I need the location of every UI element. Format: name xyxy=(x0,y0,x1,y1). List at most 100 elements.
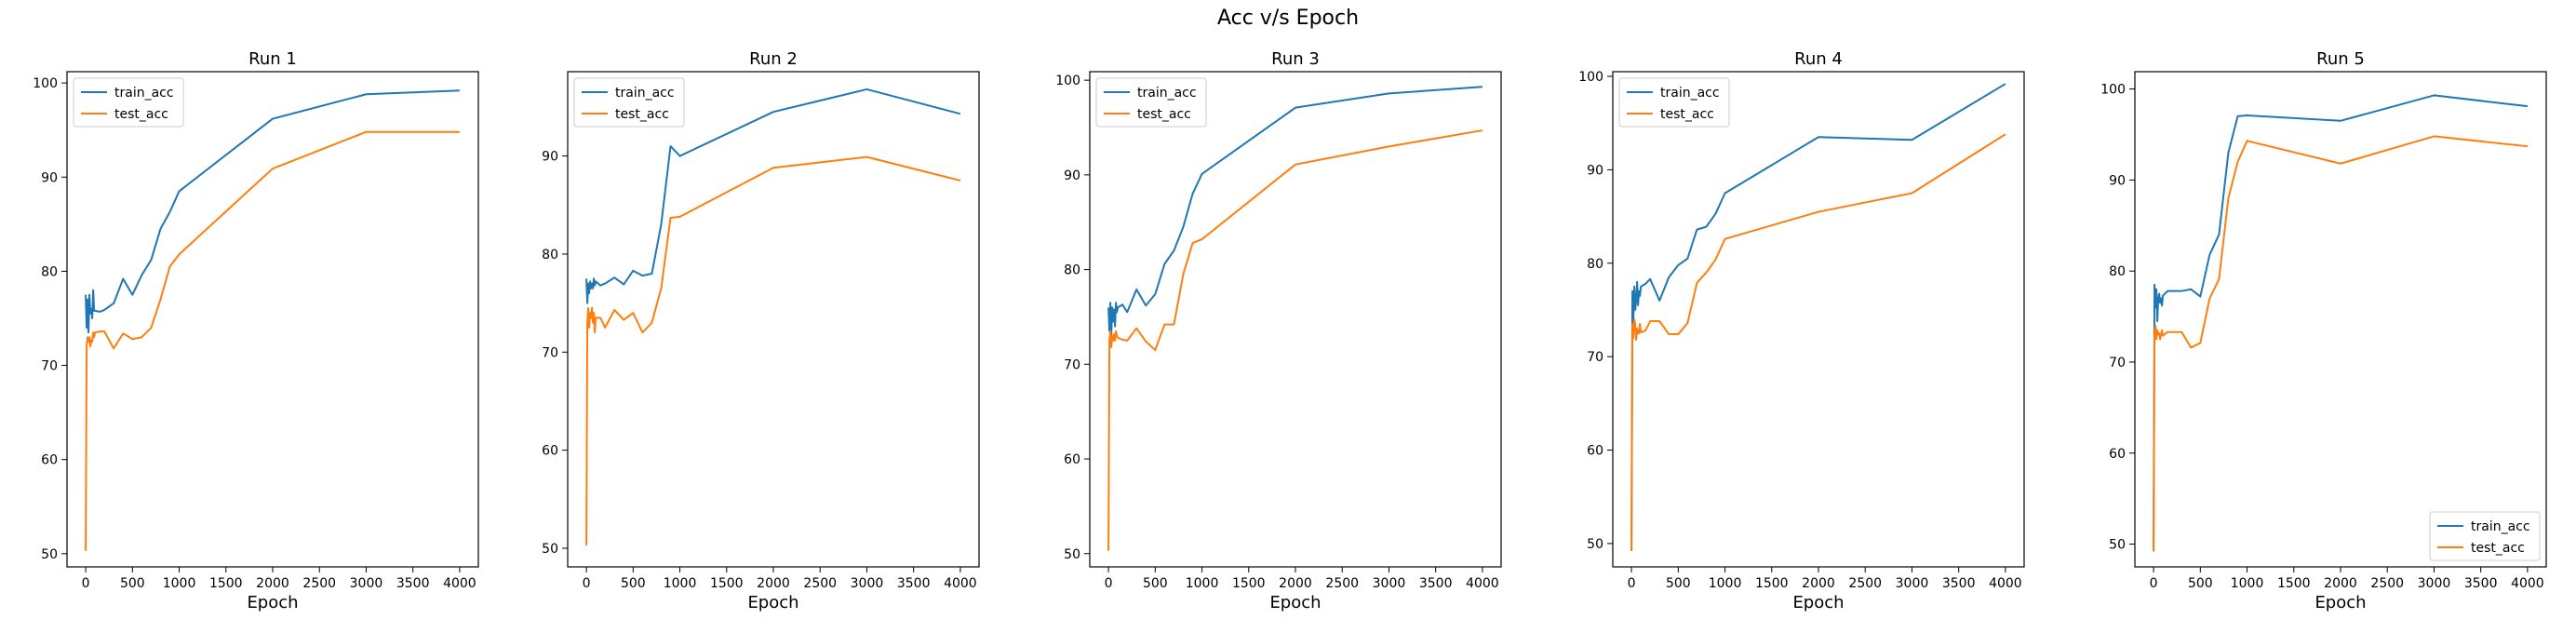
subplot-run-4: Run 4 0 500 1000 1500 2000 2500 3000 3500 4000 50 6… xyxy=(1578,49,2025,612)
x-tick-label: 500 xyxy=(1143,576,1168,591)
x-tick-label: 4000 xyxy=(1466,576,1499,591)
y-tick-label: 80 xyxy=(2109,264,2126,279)
y-tick-label: 60 xyxy=(542,444,558,459)
y-tick-label: 90 xyxy=(1587,163,1603,178)
legend-label: test_acc xyxy=(615,107,669,122)
x-tick-label: 2500 xyxy=(302,576,336,591)
x-tick-label: 3500 xyxy=(1942,576,1976,591)
y-tick-label: 80 xyxy=(41,264,58,279)
y-tick-label: 70 xyxy=(1064,357,1080,372)
legend: train_acc test_acc xyxy=(1095,77,1207,128)
legend: train_acc test_acc xyxy=(73,77,184,128)
y-tick-label: 50 xyxy=(1587,537,1603,552)
x-tick-label: 500 xyxy=(2188,576,2213,591)
x-tick-label: 2500 xyxy=(2370,576,2404,591)
figure-title: Acc v/s Epoch xyxy=(1217,7,1359,30)
x-tick-label: 500 xyxy=(1666,576,1691,591)
series-line-test-acc xyxy=(1630,133,2006,551)
x-tick-label: 4000 xyxy=(2511,576,2544,591)
x-tick-label: 1000 xyxy=(1186,576,1219,591)
x-tick-label: 3000 xyxy=(851,576,884,591)
y-tick-label: 60 xyxy=(1064,452,1080,467)
legend-label: train_acc xyxy=(1660,86,1720,101)
subplot-run-2: Run 2 0 500 1000 1500 2000 2500 3000 3500 4000 50 6… xyxy=(542,49,980,612)
subplot-run-3: Run 3 0 500 1000 1500 2000 2500 3000 3500 4000 50 6… xyxy=(1055,49,1502,612)
series-line-test-acc xyxy=(2153,135,2529,552)
x-tick-label: 1000 xyxy=(664,576,697,591)
x-tick-label: 1500 xyxy=(1232,576,1266,591)
y-tick-label: 80 xyxy=(542,248,558,262)
series-line-train-acc xyxy=(2153,94,2529,552)
y-tick-label: 80 xyxy=(1064,263,1080,278)
legend-label: train_acc xyxy=(2471,519,2530,534)
x-tick-label: 1500 xyxy=(710,576,744,591)
x-tick-label: 3000 xyxy=(2418,576,2451,591)
y-tick-label: 90 xyxy=(41,170,58,185)
y-tick-label: 60 xyxy=(1587,444,1603,459)
legend-label: test_acc xyxy=(2471,541,2525,556)
x-axis-label: Epoch xyxy=(1792,593,1844,612)
series-line-train-acc xyxy=(585,87,961,304)
x-tick-label: 2000 xyxy=(1279,576,1312,591)
x-tick-label: 2000 xyxy=(256,576,289,591)
x-tick-label: 2000 xyxy=(757,576,790,591)
y-tick-label: 60 xyxy=(41,453,58,468)
x-tick-label: 3500 xyxy=(2464,576,2498,591)
subplot-title: Run 3 xyxy=(1271,49,1320,69)
x-tick-label: 1000 xyxy=(1709,576,1742,591)
y-tick-label: 80 xyxy=(1587,257,1603,272)
y-tick-label: 90 xyxy=(542,150,558,165)
legend: train_acc test_acc xyxy=(573,77,685,128)
x-tick-label: 4000 xyxy=(1989,576,2022,591)
subplot-run-1: Run 1 0 500 1000 1500 2000 2500 3000 3500 4000 50 6… xyxy=(33,49,479,612)
x-tick-label: 3500 xyxy=(897,576,931,591)
legend-label: train_acc xyxy=(615,86,675,101)
x-tick-label: 1500 xyxy=(209,576,243,591)
y-tick-label: 60 xyxy=(2109,447,2126,462)
legend-label: train_acc xyxy=(114,86,174,101)
x-tick-label: 500 xyxy=(120,576,145,591)
x-tick-label: 1000 xyxy=(2231,576,2264,591)
subplot-title: Run 1 xyxy=(248,49,297,69)
subplot-run-5: Run 5 0 500 1000 1500 2000 2500 3000 3500 4000 50 6… xyxy=(2100,49,2547,612)
series-line-test-acc xyxy=(585,155,961,545)
y-tick-label: 70 xyxy=(2109,356,2126,370)
legend-label: test_acc xyxy=(1660,107,1714,122)
legend: train_acc test_acc xyxy=(2429,511,2541,561)
axes-frame xyxy=(66,71,479,568)
series-line-test-acc xyxy=(85,130,460,551)
y-tick-label: 100 xyxy=(1055,74,1080,88)
x-tick-label: 2500 xyxy=(1848,576,1882,591)
series-line-train-acc xyxy=(1107,86,1483,337)
x-axis-label: Epoch xyxy=(247,593,298,612)
x-axis-label: Epoch xyxy=(1269,593,1321,612)
y-tick-label: 100 xyxy=(33,76,58,91)
x-tick-label: 0 xyxy=(1628,576,1636,591)
x-tick-label: 2500 xyxy=(803,576,837,591)
subplot-title: Run 2 xyxy=(749,49,798,69)
x-tick-label: 1000 xyxy=(163,576,196,591)
x-tick-label: 3500 xyxy=(396,576,430,591)
y-tick-label: 70 xyxy=(41,359,58,374)
y-tick-label: 50 xyxy=(542,542,558,557)
x-axis-label: Epoch xyxy=(2314,593,2366,612)
x-tick-label: 1500 xyxy=(1755,576,1789,591)
x-tick-label: 3500 xyxy=(1419,576,1453,591)
x-tick-label: 0 xyxy=(2150,576,2158,591)
x-tick-label: 3000 xyxy=(1373,576,1406,591)
legend: train_acc test_acc xyxy=(1618,77,1730,128)
x-tick-label: 2000 xyxy=(2324,576,2357,591)
x-tick-label: 3000 xyxy=(1896,576,1929,591)
y-tick-label: 50 xyxy=(1064,547,1080,562)
subplot-title: Run 4 xyxy=(1794,49,1843,69)
axes-frame xyxy=(1612,71,2025,568)
legend-label: test_acc xyxy=(114,107,168,122)
x-axis-label: Epoch xyxy=(747,593,798,612)
series-line-test-acc xyxy=(1107,129,1483,551)
y-tick-label: 90 xyxy=(1064,168,1080,183)
x-tick-label: 0 xyxy=(82,576,90,591)
y-tick-label: 70 xyxy=(1587,350,1603,365)
y-tick-label: 90 xyxy=(2109,173,2126,188)
x-tick-label: 4000 xyxy=(443,576,476,591)
